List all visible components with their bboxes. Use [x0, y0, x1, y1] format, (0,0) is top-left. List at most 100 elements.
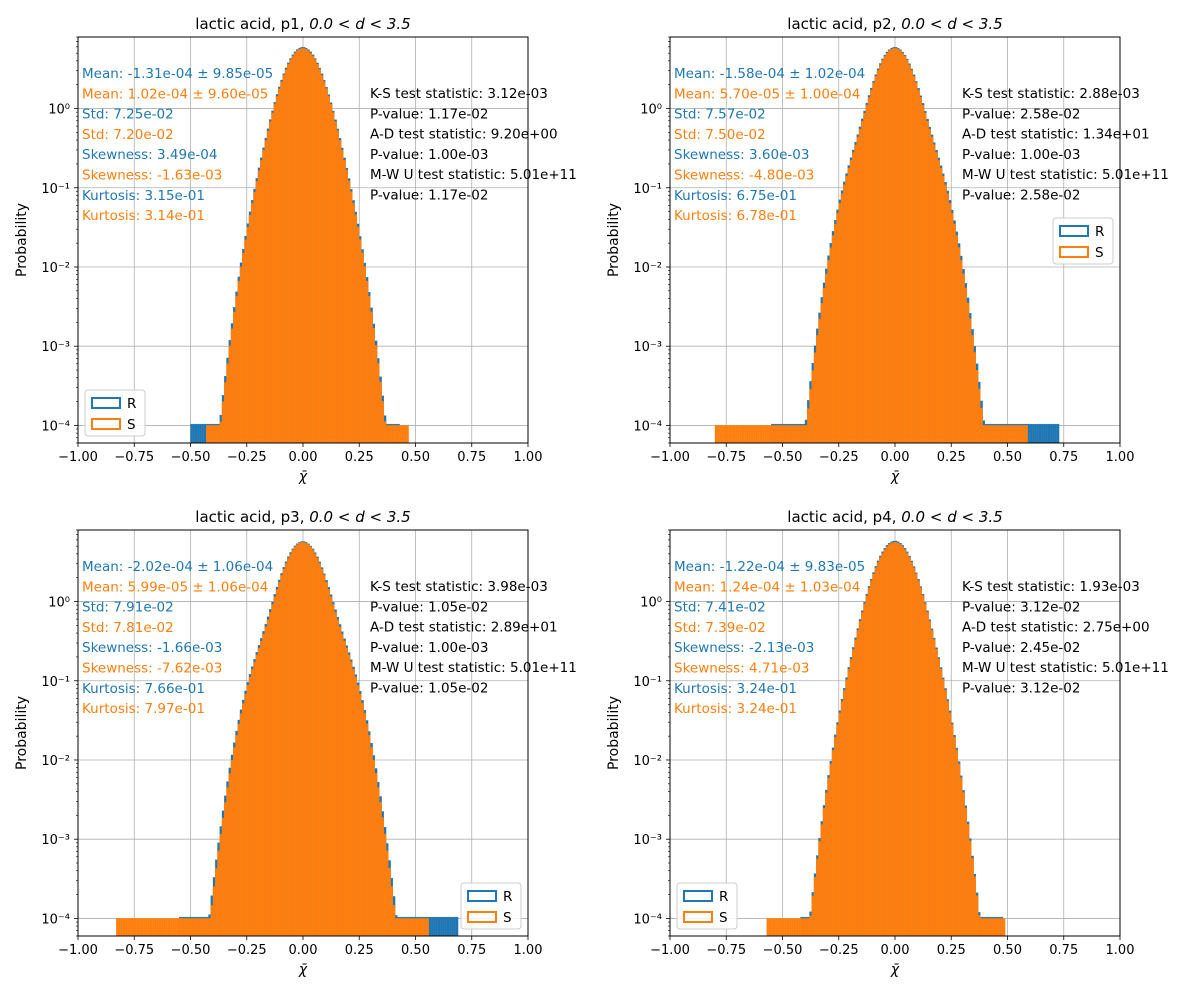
histogram-bar-S	[143, 918, 146, 937]
stat-left-line: Mean: -1.31e-04 ± 9.85e-05	[82, 66, 273, 82]
x-tick-label: −0.25	[227, 450, 267, 465]
y-tick-label: 10⁻¹	[633, 675, 662, 690]
chart-title-text: lactic acid, p1,	[195, 15, 309, 33]
histogram-bar-S	[329, 596, 333, 937]
histogram-bar-S	[789, 918, 792, 937]
legend-swatch-R	[467, 890, 497, 902]
histogram-bar-S	[131, 918, 135, 937]
histogram-bar-S	[881, 552, 884, 937]
histogram-bar-S	[816, 335, 819, 444]
histogram-bar-R	[1036, 423, 1039, 444]
histogram-bar-S	[392, 905, 396, 937]
chart-panel-3: −1.00 −0.75 −0.50 −0.25 0.00 0.25 0.50 0.75 1.00…	[14, 508, 577, 978]
histogram-bar-S	[289, 59, 292, 444]
histogram-bar-S	[282, 568, 285, 937]
histogram-bar-S	[251, 203, 254, 444]
histogram-bar-S	[982, 425, 985, 444]
x-tick-label: 0.75	[457, 450, 486, 465]
histogram-bar-S	[379, 381, 382, 444]
stat-left-line: Kurtosis: 6.75e-01	[674, 188, 797, 204]
histogram-bar-S	[224, 382, 227, 444]
histogram-bar-S	[793, 425, 796, 444]
x-axis-label: χ̄	[890, 469, 900, 485]
histogram-bar-S	[764, 425, 767, 444]
legend-label-R: R	[1095, 224, 1104, 240]
histogram-bar-S	[395, 425, 398, 444]
histogram-bar-S	[332, 112, 335, 444]
histogram-bar-S	[897, 48, 900, 444]
x-tick-label: 1.00	[514, 450, 543, 465]
legend: RS	[676, 882, 738, 930]
histogram-bar-S	[239, 713, 243, 937]
x-tick-label: 0.25	[345, 943, 374, 958]
histogram-bar-S	[998, 918, 1001, 937]
histogram-bar-S	[251, 669, 254, 937]
y-tick-label: 10⁻⁴	[41, 419, 70, 434]
histogram-bar-S	[917, 89, 920, 444]
histogram-bar-S	[964, 287, 967, 444]
stat-left-line: Std: 7.91e-02	[82, 600, 174, 616]
histogram-bar-S	[422, 918, 425, 937]
x-tick-label: 0.75	[457, 943, 486, 958]
histogram-bar-S	[969, 318, 972, 444]
histogram-bar-S	[721, 425, 724, 444]
histogram-bar-S	[856, 136, 859, 444]
histogram-bar-S	[791, 918, 794, 937]
histogram-bar-S	[782, 918, 785, 937]
x-tick-label: −0.75	[706, 450, 746, 465]
histogram-bar-S	[933, 639, 936, 937]
histogram-bar-S	[926, 612, 929, 937]
histogram-bar-S	[377, 363, 380, 444]
histogram-bar-S	[329, 104, 333, 444]
histogram-bar-R	[444, 916, 447, 937]
histogram-bar-S	[406, 425, 409, 444]
histogram-bar-S	[219, 421, 222, 444]
histogram-bar-R	[442, 916, 445, 937]
histogram-bar-S	[908, 64, 911, 444]
histogram-bar-S	[1023, 425, 1026, 444]
legend-label-S: S	[127, 417, 136, 433]
histogram-bar-S	[248, 676, 252, 937]
x-tick-label: −0.50	[171, 450, 211, 465]
histogram-bar-S	[163, 918, 166, 937]
histogram-bar-S	[314, 59, 317, 444]
x-axis-label: χ̄	[890, 962, 900, 978]
histogram-bar-S	[1002, 918, 1006, 937]
x-tick-label: 0.50	[993, 943, 1022, 958]
histogram-bar-S	[890, 542, 893, 937]
histogram-bar-S	[338, 140, 342, 444]
histogram-bar-S	[802, 918, 805, 937]
histogram-bar-S	[325, 582, 328, 937]
x-tick-label: 0.50	[993, 450, 1022, 465]
histogram-bar-S	[413, 918, 416, 937]
y-tick-label: 10⁻⁴	[41, 912, 70, 927]
stat-left-line: Mean: 1.24e-04 ± 1.03e-04	[674, 579, 860, 595]
x-tick-label: −0.75	[114, 943, 154, 958]
histogram-bar-S	[381, 817, 384, 937]
plot-frame	[669, 36, 1121, 444]
x-tick-label: −0.75	[706, 943, 746, 958]
histogram-bar-S	[876, 562, 880, 937]
histogram-bar-S	[221, 817, 225, 937]
histogram-bar-R	[1050, 423, 1053, 444]
histogram-bar-S	[793, 918, 796, 937]
histogram-bar-S	[208, 425, 211, 444]
histogram-bar-S	[978, 914, 981, 937]
histogram-bar-S	[228, 773, 231, 937]
histogram-bar-S	[755, 425, 758, 444]
histogram-bar-S	[120, 918, 123, 937]
histogram-bar-S	[876, 70, 880, 444]
histogram-bar-S	[206, 918, 209, 937]
legend-label-S: S	[719, 910, 728, 926]
histogram-bar-S	[176, 918, 180, 937]
histogram-bar-S	[768, 425, 772, 444]
histogram-bar-S	[287, 64, 290, 444]
legend: RS	[1052, 217, 1114, 265]
histogram-bar-S	[996, 425, 999, 444]
histogram-bar-R	[428, 916, 432, 937]
histogram-bar-S	[235, 296, 238, 444]
histogram-bar-S	[960, 777, 963, 937]
histogram-bar-S	[228, 345, 231, 444]
histogram-bar-S	[739, 425, 742, 444]
